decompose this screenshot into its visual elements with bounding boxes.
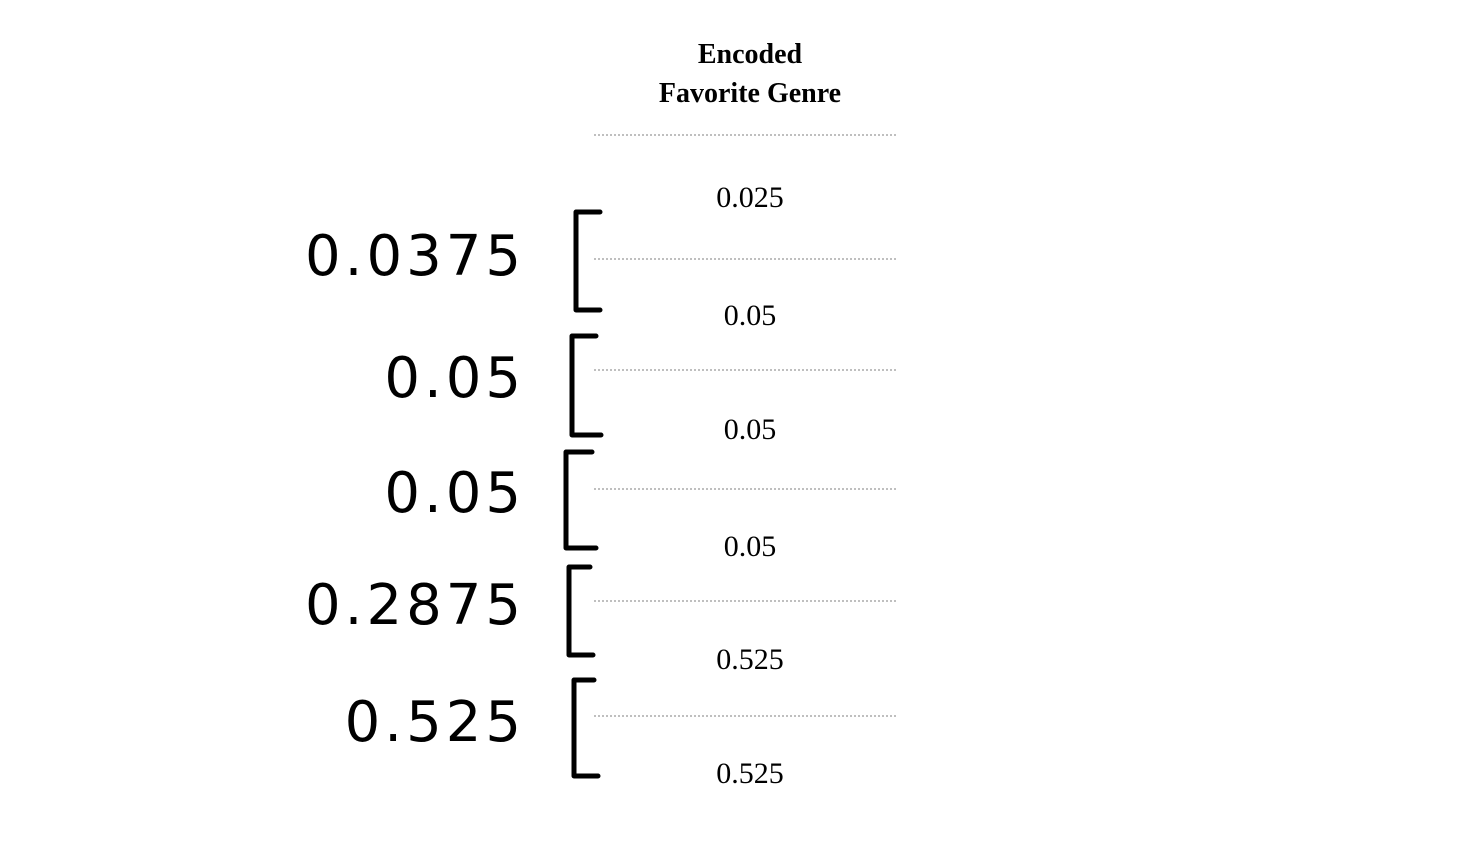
bracket — [571, 677, 601, 779]
handwritten-average: 0.05 — [384, 461, 525, 526]
bracket — [569, 333, 604, 438]
table-cell: 0.025 — [716, 181, 784, 214]
column-header: Favorite Genre — [659, 78, 841, 109]
column-header: Encoded — [698, 39, 803, 70]
table-cell: 0.05 — [724, 530, 777, 563]
table-cell: 0.525 — [716, 643, 784, 676]
handwritten-average: 0.05 — [384, 346, 525, 411]
handwritten-average: 0.2875 — [305, 573, 525, 638]
bracket — [563, 449, 599, 551]
table-cell: 0.05 — [724, 299, 777, 332]
handwritten-average: 0.525 — [345, 690, 525, 755]
handwritten-average: 0.0375 — [305, 224, 525, 289]
bracket — [573, 209, 603, 313]
table-cell: 0.525 — [716, 757, 784, 790]
bracket — [566, 564, 596, 658]
table-cell: 0.05 — [724, 413, 777, 446]
